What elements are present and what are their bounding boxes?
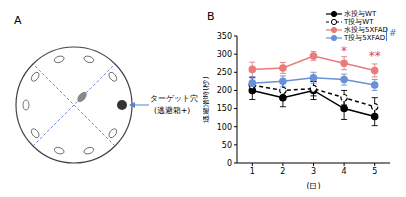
svg-text:100: 100	[217, 123, 232, 132]
svg-text:ターゲット穴: ターゲット穴	[150, 94, 198, 103]
svg-text:**: **	[369, 49, 381, 63]
svg-text:3: 3	[311, 167, 316, 176]
svg-text:A: A	[14, 14, 22, 27]
svg-text:150: 150	[217, 104, 232, 113]
svg-text:(日): (日)	[306, 182, 320, 189]
svg-text:300: 300	[217, 50, 232, 59]
svg-text:(逃避箱+): (逃避箱+)	[154, 106, 190, 115]
svg-text:2: 2	[280, 167, 285, 176]
svg-text:5: 5	[372, 167, 377, 176]
html-text:T投与5XFAD #: T投与5XFAD #	[344, 28, 397, 42]
svg-text:逃避潜時(秒): 逃避潜時(秒)	[203, 76, 210, 122]
svg-text:4: 4	[342, 167, 347, 176]
svg-text:350: 350	[217, 32, 232, 41]
html-text:水投与5XFAD: 水投与5XFAD	[344, 26, 388, 34]
svg-text:0: 0	[227, 159, 232, 168]
svg-text:200: 200	[217, 86, 232, 95]
svg-text:50: 50	[222, 141, 232, 150]
svg-text:*: *	[341, 44, 347, 58]
svg-text:1: 1	[250, 167, 255, 176]
svg-text:250: 250	[217, 68, 232, 77]
html-text:T投与WT: T投与WT	[344, 18, 374, 26]
html-text:水投与WT: 水投与WT	[344, 10, 377, 18]
html-text:B: B	[207, 10, 215, 23]
